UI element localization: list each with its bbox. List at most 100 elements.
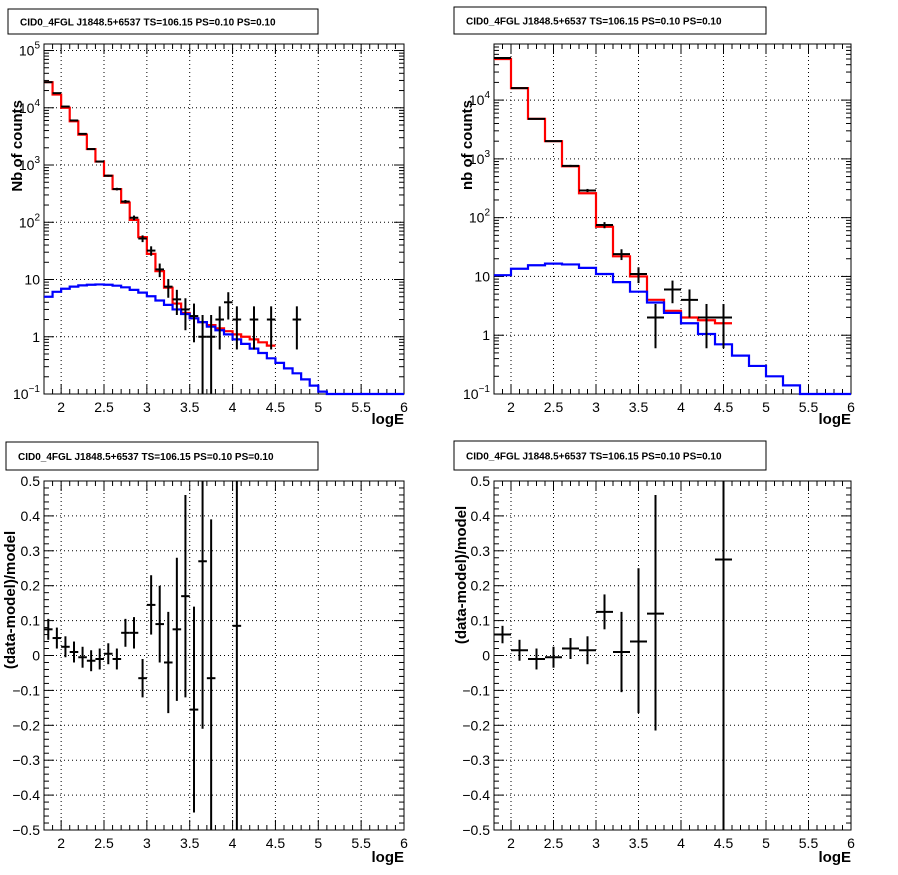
y-tick-label: −0.5 — [462, 822, 490, 838]
y-tick-label-exponent: 3 — [484, 149, 490, 160]
panel-title-text: CID0_4FGL J1848.5+6537 TS=106.15 PS=0.10… — [466, 17, 722, 28]
data-point — [545, 140, 562, 143]
y-tick-label-base: 10 — [469, 151, 485, 167]
y-tick-label: −0.3 — [12, 752, 40, 768]
x-tick-label: 5.5 — [351, 835, 371, 851]
y-tick-label: −0.4 — [462, 787, 490, 803]
data-point — [172, 557, 182, 701]
y-tick-label: −0.1 — [462, 682, 490, 698]
data-point — [715, 303, 732, 349]
x-tick-label: 5 — [314, 835, 322, 851]
y-tick-label-base: 10 — [19, 43, 35, 59]
x-tick-label: 6 — [400, 399, 408, 415]
data-point — [129, 215, 139, 221]
data-point — [630, 267, 647, 284]
x-tick-label: 4.5 — [714, 399, 734, 415]
y-tick-label: 10 — [24, 272, 40, 288]
y-tick-label: −0.2 — [12, 717, 40, 733]
data-point — [86, 650, 96, 672]
x-tick-label: 2.5 — [94, 399, 114, 415]
y-tick-label: 0.5 — [471, 473, 491, 489]
data-point — [112, 648, 122, 670]
data-point — [232, 481, 242, 830]
x-tick-label: 3.5 — [629, 835, 649, 851]
y-tick-label: 0.2 — [471, 578, 491, 594]
data-point — [52, 92, 62, 95]
data-point — [164, 611, 173, 714]
panel-bottom-right-residuals: 2 2.5 3 3.5 4 4.5 5 5.5 6 −0.5 −0.4 −0.3 −0.2 −0.1 0 0.… — [453, 440, 855, 866]
grid — [44, 44, 404, 394]
y-axis-title: (data-model)/model — [453, 506, 470, 644]
y-tick-label: 0.2 — [21, 578, 41, 594]
model-total-histogram — [494, 57, 732, 325]
data-point — [511, 87, 528, 90]
y-tick-label: 1 — [32, 329, 40, 345]
data-point — [596, 222, 613, 229]
data-point — [224, 292, 233, 320]
data-point — [206, 519, 216, 830]
y-tick-label: 0.1 — [471, 613, 491, 629]
model-source-histogram — [494, 262, 851, 396]
y-tick-label: 103 — [469, 149, 491, 167]
y-tick-label-exponent: 4 — [484, 90, 490, 101]
y-tick-label: 102 — [469, 208, 491, 226]
y-tick-label: 10−1 — [13, 384, 40, 402]
x-axis-ticks: 2 2.5 3 3.5 4 4.5 5 5.5 6 — [493, 481, 855, 851]
data-point — [112, 187, 122, 191]
y-tick-label: −0.2 — [462, 717, 490, 733]
data-point — [664, 280, 681, 304]
panel-title-box — [453, 440, 767, 471]
y-axis-ticks: −0.5 −0.4 −0.3 −0.2 −0.1 0 0.1 0.2 0.3 0.4 0.5 — [462, 473, 851, 838]
x-tick-label: 2.5 — [544, 399, 564, 415]
data-point — [206, 314, 216, 394]
x-tick-label: 5 — [762, 399, 770, 415]
x-tick-label: 5.5 — [799, 835, 819, 851]
y-tick-label: 0.1 — [21, 613, 41, 629]
model-total-histogram — [44, 81, 276, 347]
y-tick-label-exponent: 3 — [34, 155, 40, 166]
data-point — [613, 249, 630, 261]
y-axis-title: Nb of counts — [9, 100, 26, 192]
data-point — [562, 164, 579, 167]
data-point — [78, 132, 87, 135]
y-tick-label: 0.4 — [471, 508, 491, 524]
x-tick-label: 4.5 — [266, 835, 286, 851]
x-tick-label: 4 — [229, 835, 237, 851]
y-tick-label-exponent: −1 — [29, 384, 41, 395]
x-tick-label: 2 — [507, 835, 515, 851]
y-tick-label: 10−1 — [463, 384, 490, 402]
data-point — [596, 594, 613, 630]
y-tick-label-base: 1 — [482, 327, 490, 343]
y-tick-label: 0 — [482, 648, 490, 664]
y-tick-label: 0.3 — [21, 543, 41, 559]
panel-title: CID0_4FGL J1848.5+6537 TS=106.15 PS=0.10… — [453, 440, 767, 471]
x-tick-label: 5.5 — [351, 399, 371, 415]
x-tick-label: 4.5 — [714, 835, 734, 851]
x-tick-label: 2 — [57, 399, 65, 415]
x-tick-label: 4 — [229, 399, 237, 415]
y-tick-label: 105 — [19, 41, 41, 59]
panel-title-text: CID0_4FGL J1848.5+6537 TS=106.15 PS=0.10… — [466, 452, 722, 463]
data-point — [647, 303, 664, 349]
x-axis-ticks: 2 2.5 3 3.5 4 4.5 5 5.5 6 — [43, 44, 408, 415]
y-tick-label: 103 — [19, 155, 41, 173]
x-tick-label: 5 — [762, 835, 770, 851]
x-tick-label: 3 — [143, 835, 151, 851]
y-tick-label: 104 — [19, 98, 41, 116]
panel-title-text: CID0_4FGL J1848.5+6537 TS=106.15 PS=0.10… — [20, 18, 276, 29]
data-point — [181, 298, 190, 331]
data-point — [52, 627, 62, 649]
data-point — [129, 617, 139, 649]
y-tick-label: −0.5 — [12, 822, 40, 838]
plot-frame — [493, 43, 852, 395]
data-point — [189, 303, 199, 343]
panel-top-right-counts: 2 2.5 3 3.5 4 4.5 5 5.5 610−1110102103104CID0_4F… — [453, 6, 855, 428]
panel-title-box — [7, 8, 319, 35]
panel-title-box — [5, 441, 319, 471]
y-tick-label-base: 10 — [469, 210, 485, 226]
data-point — [44, 618, 53, 640]
y-tick-label: 10 — [474, 268, 490, 284]
data-point — [95, 160, 104, 163]
panel-title-text: CID0_4FGL J1848.5+6537 TS=106.15 PS=0.10… — [18, 452, 274, 463]
